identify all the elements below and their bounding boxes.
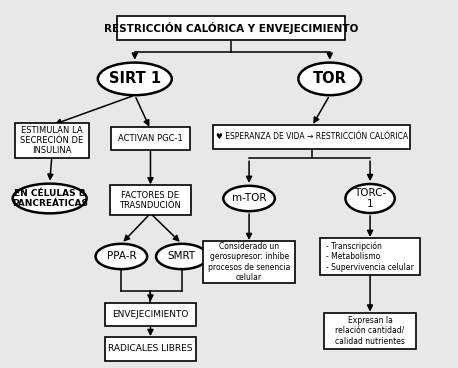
- Ellipse shape: [345, 184, 395, 213]
- Text: FACTORES DE
TRASNDUCIÓN: FACTORES DE TRASNDUCIÓN: [120, 191, 181, 210]
- FancyBboxPatch shape: [320, 238, 420, 275]
- Text: TORC-
1: TORC- 1: [354, 188, 386, 209]
- Ellipse shape: [298, 63, 361, 95]
- Text: TOR: TOR: [313, 71, 347, 86]
- Text: RADICALES LIBRES: RADICALES LIBRES: [108, 344, 193, 353]
- Text: SIRT 1: SIRT 1: [109, 71, 161, 86]
- Ellipse shape: [224, 186, 275, 211]
- Text: RESTRICCIÓN CALÓRICA Y ENVEJECIMIENTO: RESTRICCIÓN CALÓRICA Y ENVEJECIMIENTO: [104, 22, 358, 34]
- FancyBboxPatch shape: [111, 127, 190, 150]
- FancyBboxPatch shape: [203, 241, 295, 283]
- Text: Expresan la
relación cantidad/
calidad nutrientes: Expresan la relación cantidad/ calidad n…: [335, 316, 405, 346]
- Ellipse shape: [156, 244, 207, 269]
- Text: Considerado un
gerosupresor: inhibe
procesos de senencia
celular: Considerado un gerosupresor: inhibe proc…: [208, 242, 290, 282]
- FancyBboxPatch shape: [104, 337, 196, 361]
- Text: EN CÉLULAS B
PANCREÁTICAS: EN CÉLULAS B PANCREÁTICAS: [11, 189, 87, 208]
- Text: PPA-R: PPA-R: [107, 251, 136, 262]
- Text: - Transcripción
- Metabolismo
- Supervivencia celular: - Transcripción - Metabolismo - Superviv…: [326, 241, 414, 272]
- Text: ENVEJECIMIENTO: ENVEJECIMIENTO: [112, 310, 189, 319]
- Text: SMRT: SMRT: [168, 251, 196, 262]
- FancyBboxPatch shape: [117, 16, 345, 40]
- Text: ♥ ESPERANZA DE VIDA → RESTRICCIÓN CALÓRICA: ♥ ESPERANZA DE VIDA → RESTRICCIÓN CALÓRI…: [216, 132, 408, 141]
- Text: m-TOR: m-TOR: [232, 194, 266, 204]
- FancyBboxPatch shape: [104, 303, 196, 326]
- FancyBboxPatch shape: [324, 313, 416, 349]
- FancyBboxPatch shape: [15, 123, 89, 158]
- Ellipse shape: [13, 184, 87, 213]
- Ellipse shape: [98, 63, 172, 95]
- FancyBboxPatch shape: [110, 185, 191, 215]
- Text: ESTIMULAN LA
SECRECIÓN DE
INSULINA: ESTIMULAN LA SECRECIÓN DE INSULINA: [20, 125, 83, 155]
- Text: ACTIVAN PGC-1: ACTIVAN PGC-1: [118, 134, 183, 143]
- FancyBboxPatch shape: [213, 124, 410, 149]
- Ellipse shape: [96, 244, 147, 269]
